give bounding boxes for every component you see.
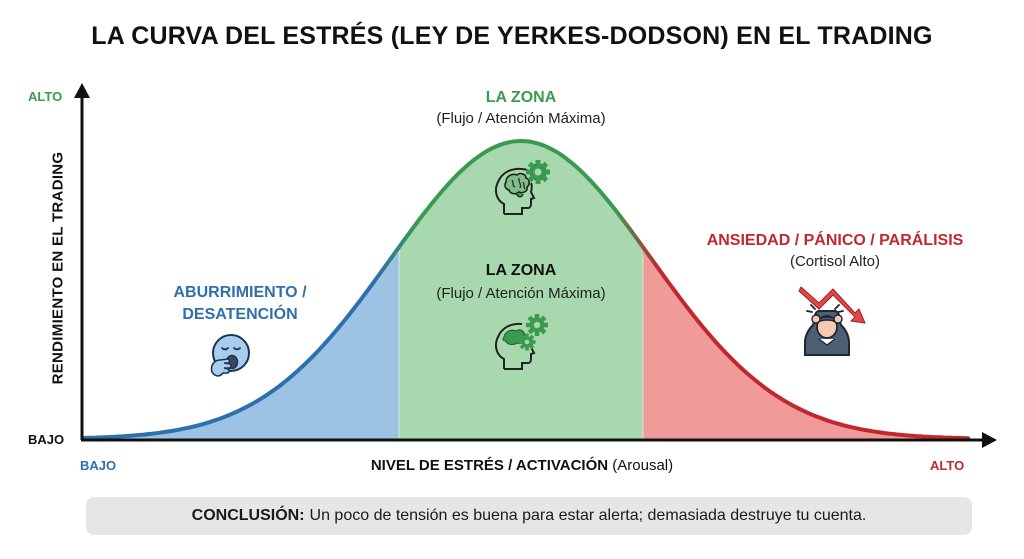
x-axis-title-bold: NIVEL DE ESTRÉS / ACTIVACIÓN (370, 457, 609, 474)
boredom-zone-title: ABURRIMIENTO / DESATENCIÓN (140, 282, 340, 326)
y-axis-high-label: ALTO (28, 89, 63, 104)
boredom-title-line1: ABURRIMIENTO / (173, 284, 307, 301)
peak-zone-title: LA ZONA (485, 89, 557, 106)
curve-area-fills (84, 141, 968, 440)
zone-region-fill (399, 141, 643, 440)
x-axis-title: NIVEL DE ESTRÉS / ACTIVACIÓN (Arousal) (0, 457, 1024, 474)
conclusion-text: Un poco de tensión es buena para estar a… (309, 507, 867, 524)
stressed-trader-falling-chart-icon (798, 286, 866, 356)
optimal-zone-subtitle: (Flujo / Atención Máxima) (436, 285, 606, 302)
performance-curve (82, 138, 970, 441)
panic-zone-title: ANSIEDAD / PÁNICO / PARÁLISIS (706, 232, 964, 249)
y-axis-arrow-icon (74, 83, 90, 98)
conclusion-label: CONCLUSIÓN: (191, 507, 305, 524)
x-axis-arrow-icon (982, 432, 997, 448)
page-title: LA CURVA DEL ESTRÉS (LEY DE YERKES-DODSO… (91, 22, 933, 50)
panic-region-fill (643, 247, 968, 440)
optimal-zone-title: LA ZONA (485, 262, 557, 279)
panic-zone-subtitle: (Cortisol Alto) (789, 253, 881, 270)
yawning-face-icon (210, 334, 250, 377)
peak-zone-subtitle: (Flujo / Atención Máxima) (436, 110, 606, 127)
x-axis-low-label: BAJO (80, 458, 117, 473)
x-axis-title-light: (Arousal) (612, 457, 674, 474)
y-axis-title: RENDIMIENTO EN EL TRADING (49, 151, 67, 385)
y-axis-low-label: BAJO (28, 432, 65, 447)
brain-gears-icon (495, 314, 548, 370)
brain-gear-icon (495, 160, 550, 215)
conclusion-banner: CONCLUSIÓN: Un poco de tensión es buena … (86, 497, 972, 535)
x-axis-high-label: ALTO (930, 458, 965, 473)
boredom-title-line2: DESATENCIÓN (182, 306, 298, 323)
boredom-region-fill (84, 247, 399, 440)
